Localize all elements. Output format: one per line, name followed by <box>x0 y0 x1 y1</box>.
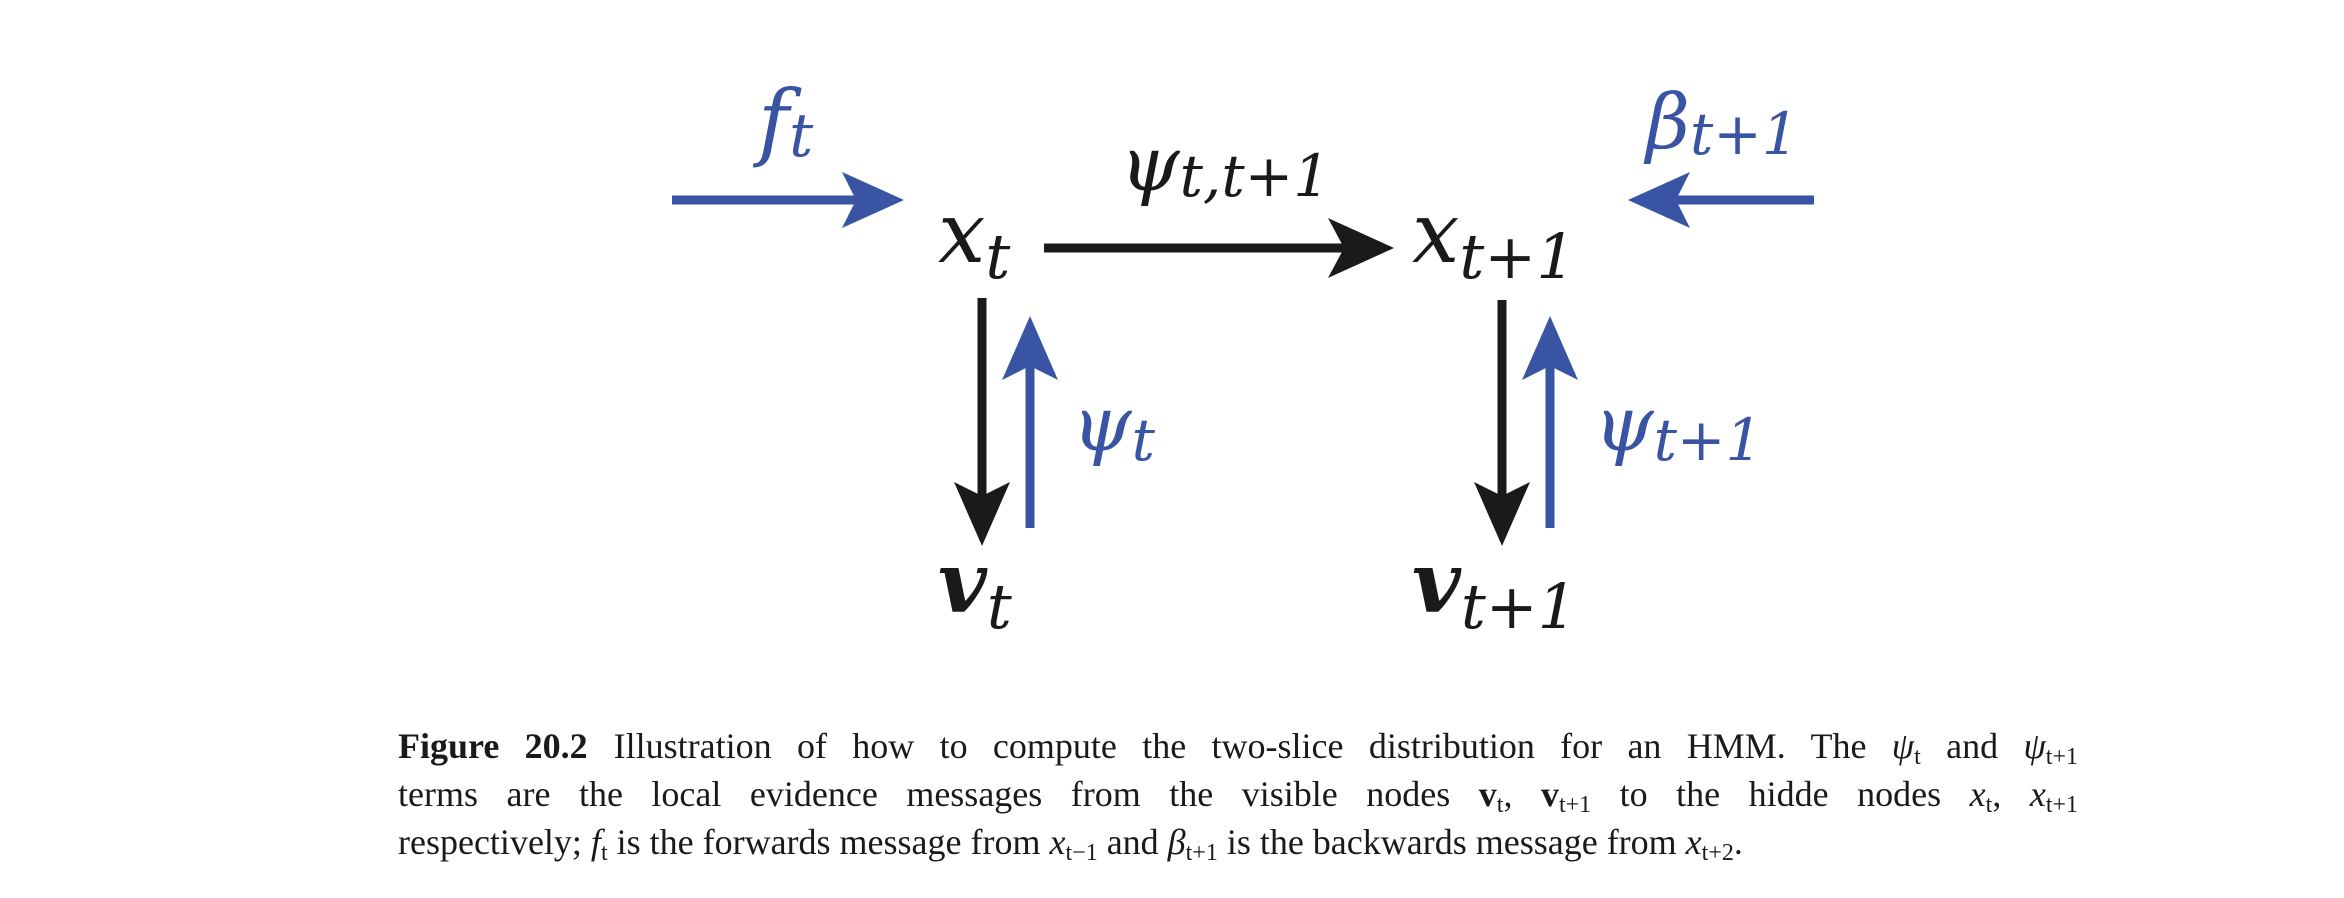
node-x-t1-sub: t+1 <box>1459 220 1575 293</box>
edge-xt1-to-vt1 <box>1474 300 1530 546</box>
caption-x-symbol-2: x <box>2029 774 2046 814</box>
svg-text:ψt,t+1: ψt,t+1 <box>1120 119 1330 210</box>
node-v-t1: vt+1 <box>1412 533 1577 643</box>
svg-text:xt: xt <box>938 184 1010 293</box>
caption-x-sub-t1: t+1 <box>2045 792 2079 818</box>
caption-v-sub-t: t <box>1496 792 1504 818</box>
caption-figure-label: Figure 20.2 <box>398 726 588 766</box>
caption-line-1-text: Illustration of how to compute the two-s… <box>613 726 1892 766</box>
caption-v-sub-t1: t+1 <box>1558 792 1592 818</box>
caption-x-sub-t2: t+2 <box>1701 840 1734 866</box>
caption-and-2: and <box>1097 822 1168 862</box>
caption-v-symbol-2: v <box>1540 774 1559 814</box>
label-psi-t-t1-base: ψ <box>1120 119 1181 208</box>
node-v-t: vt <box>938 533 1012 643</box>
caption-psi-sub-t1: t+1 <box>2045 744 2078 770</box>
svg-text:ψt: ψt <box>1072 379 1156 474</box>
label-psi-t-sub: t <box>1132 406 1156 474</box>
caption-line-2: terms are the local evidence messages fr… <box>398 770 2078 818</box>
caption-line-2-text-a: terms are the local evidence messages fr… <box>398 774 1479 814</box>
figure-caption: Figure 20.2 Illustration of how to comput… <box>398 722 2078 866</box>
node-v-t-sub: t <box>987 570 1012 643</box>
caption-period: . <box>1733 822 1743 862</box>
caption-f-sub-t: t <box>600 840 608 866</box>
caption-x-symbol-3: x <box>1049 822 1066 862</box>
label-psi-t1: ψt+1 <box>1594 379 1762 474</box>
caption-line-3-text-c: is the backwards message from <box>1217 822 1686 862</box>
caption-line-3-text-b: is the forwards message from <box>607 822 1050 862</box>
node-x-t-base: x <box>938 184 985 282</box>
caption-x-symbol-4: x <box>1685 822 1702 862</box>
svg-text:βt+1: βt+1 <box>1643 77 1799 168</box>
svg-text:ψt+1: ψt+1 <box>1594 379 1762 474</box>
caption-comma-1: , <box>1503 774 1541 814</box>
caption-psi-symbol: ψ <box>1891 726 1915 766</box>
caption-comma-2: , <box>1992 774 2030 814</box>
caption-x-symbol: x <box>1969 774 1986 814</box>
node-x-t: xt <box>938 184 1010 293</box>
node-x-t1-base: x <box>1412 184 1459 282</box>
label-beta-t1-base: β <box>1643 77 1690 166</box>
caption-line-3: respectively; ft is the forwards message… <box>398 818 2078 866</box>
message-f-t-arrow <box>672 172 904 228</box>
edge-xt-to-vt <box>954 298 1010 546</box>
label-psi-t1-base: ψ <box>1594 379 1655 468</box>
caption-x-sub-tm1: t−1 <box>1065 840 1098 866</box>
caption-f-symbol: f <box>590 822 601 862</box>
caption-line-3-text-a: respectively; <box>398 822 591 862</box>
message-psi-t-arrow <box>1002 316 1058 528</box>
caption-and-1: and <box>1920 726 2024 766</box>
caption-beta-symbol: β <box>1167 822 1186 862</box>
svg-text:ft: ft <box>752 72 814 171</box>
label-psi-t-t1: ψt,t+1 <box>1120 119 1330 210</box>
label-beta-t1-sub: t+1 <box>1690 100 1799 168</box>
label-f-t-sub: t <box>789 101 814 171</box>
caption-line-1: Figure 20.2 Illustration of how to comput… <box>398 722 2078 770</box>
node-x-t1: xt+1 <box>1412 184 1576 293</box>
caption-v-symbol: v <box>1478 774 1497 814</box>
caption-psi-symbol-2: ψ <box>2023 726 2046 766</box>
svg-text:vt: vt <box>938 533 1012 643</box>
svg-text:xt+1: xt+1 <box>1412 184 1576 293</box>
label-psi-t: ψt <box>1072 379 1156 474</box>
edge-xt-to-xt1 <box>1044 218 1394 278</box>
message-beta-t1-arrow <box>1628 172 1814 228</box>
label-psi-t1-sub: t+1 <box>1654 406 1763 474</box>
label-psi-t-t1-sub: t,t+1 <box>1180 142 1331 210</box>
message-psi-t1-arrow <box>1522 316 1578 528</box>
node-v-t1-base: v <box>1412 533 1462 632</box>
node-v-t-base: v <box>938 533 988 632</box>
label-psi-t-base: ψ <box>1072 379 1133 468</box>
caption-psi-sub-t: t <box>1914 744 1921 770</box>
label-beta-t1: βt+1 <box>1643 77 1799 168</box>
node-x-t-sub: t <box>985 220 1010 293</box>
node-v-t1-sub: t+1 <box>1461 570 1577 643</box>
caption-x-sub-t: t <box>1985 792 1993 818</box>
label-f-t: ft <box>752 72 814 171</box>
caption-beta-sub-t1: t+1 <box>1185 840 1218 866</box>
svg-text:vt+1: vt+1 <box>1412 533 1577 643</box>
caption-line-2-text-b: to the hidde nodes <box>1591 774 1970 814</box>
